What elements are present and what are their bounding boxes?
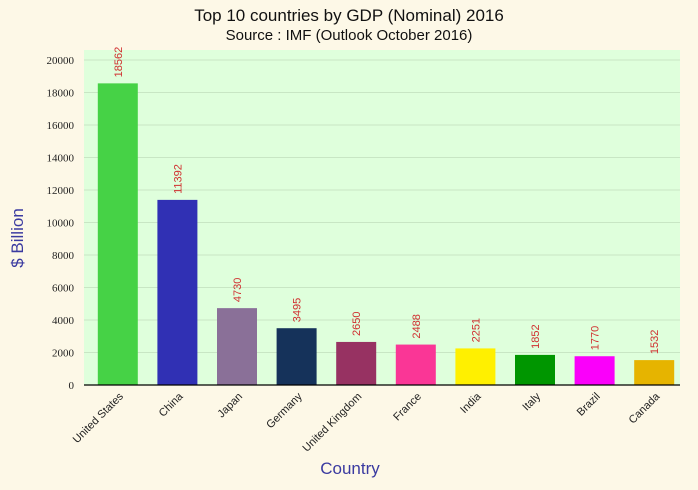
y-tick-label: 6000 bbox=[52, 283, 75, 295]
data-label: 1532 bbox=[649, 330, 661, 354]
data-label: 18562 bbox=[113, 47, 125, 78]
y-tick-label: 2000 bbox=[52, 348, 75, 360]
bar-france bbox=[395, 344, 436, 385]
x-tick-label: Japan bbox=[215, 391, 245, 421]
bar-brazil bbox=[574, 356, 615, 385]
y-tick-label: 0 bbox=[69, 380, 75, 392]
x-tick-label: Canada bbox=[627, 390, 663, 426]
y-tick-label: 10000 bbox=[47, 218, 75, 230]
chart-subtitle: Source : IMF (Outlook October 2016) bbox=[226, 27, 473, 44]
bar-germany bbox=[276, 328, 317, 385]
x-tick-label: United Kingdom bbox=[300, 391, 364, 455]
data-label: 1852 bbox=[530, 324, 542, 348]
y-tick-label: 8000 bbox=[52, 250, 75, 262]
x-tick-label: France bbox=[391, 391, 424, 424]
bar-italy bbox=[515, 354, 555, 385]
x-tick-label: Germany bbox=[264, 390, 305, 431]
x-axis-label: Country bbox=[320, 459, 380, 478]
bar-india bbox=[455, 348, 496, 385]
bar-japan bbox=[217, 308, 257, 385]
x-tick-label: India bbox=[458, 390, 484, 416]
y-tick-label: 18000 bbox=[47, 88, 75, 100]
data-label: 11392 bbox=[172, 164, 184, 194]
data-label: 1770 bbox=[590, 326, 602, 350]
data-label: 2488 bbox=[411, 314, 423, 338]
y-axis-label: $ Billion bbox=[8, 208, 27, 268]
bar-united-kingdom bbox=[336, 341, 377, 385]
y-tick-label: 4000 bbox=[52, 315, 75, 327]
chart-title: Top 10 countries by GDP (Nominal) 2016 bbox=[194, 6, 504, 25]
y-tick-label: 14000 bbox=[47, 153, 75, 165]
x-tick-label: China bbox=[157, 390, 186, 419]
bar-china bbox=[157, 199, 198, 385]
data-label: 2650 bbox=[351, 311, 363, 335]
data-label: 3495 bbox=[292, 298, 304, 322]
data-label: 2251 bbox=[470, 318, 482, 342]
data-label: 4730 bbox=[232, 278, 244, 302]
y-tick-label: 20000 bbox=[47, 55, 75, 67]
bar-canada bbox=[634, 360, 675, 385]
x-tick-label: Italy bbox=[520, 390, 543, 413]
x-tick-label: Brazil bbox=[575, 391, 603, 419]
y-tick-label: 12000 bbox=[47, 185, 75, 197]
y-tick-label: 16000 bbox=[47, 120, 75, 132]
bar-united-states bbox=[97, 83, 138, 386]
x-tick-label: United States bbox=[71, 390, 127, 446]
